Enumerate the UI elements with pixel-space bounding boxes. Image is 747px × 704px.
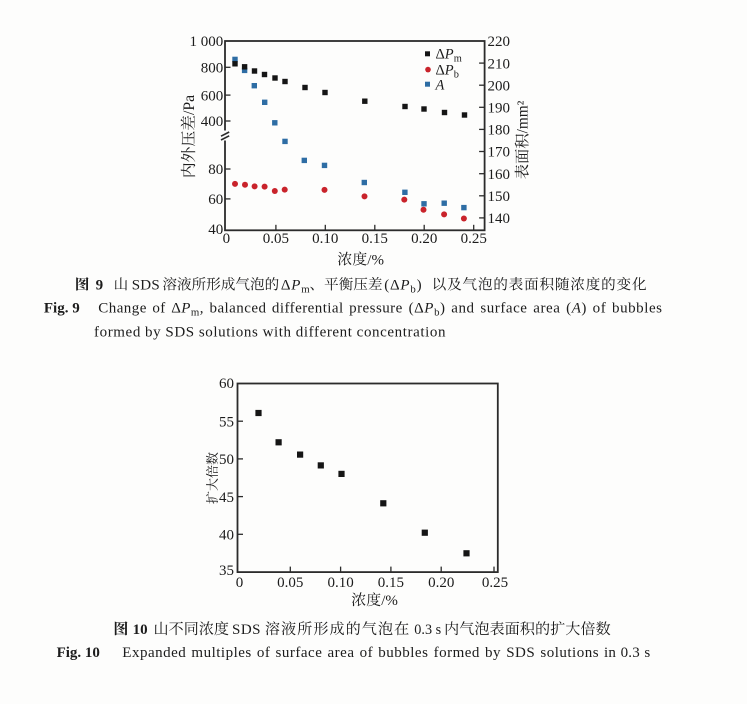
svg-text:/mm: /mm: [515, 105, 532, 133]
svg-text:600: 600: [201, 88, 224, 104]
svg-text:0.25: 0.25: [482, 575, 508, 591]
svg-text:45: 45: [219, 490, 234, 506]
svg-text:0.15: 0.15: [378, 575, 404, 591]
svg-text:180: 180: [488, 123, 511, 139]
svg-text:b: b: [434, 306, 440, 318]
svg-text:80: 80: [208, 162, 223, 178]
svg-text:SDS: SDS: [132, 277, 160, 293]
svg-text:55: 55: [219, 414, 234, 430]
svg-text:Fig. 9: Fig. 9: [44, 300, 80, 316]
svg-text:(: (: [384, 277, 390, 293]
svg-text:/Pa: /Pa: [181, 95, 198, 115]
svg-text:Expanded multiples of surface: Expanded multiples of surface area of bu…: [122, 645, 604, 661]
svg-text:0.20: 0.20: [411, 231, 437, 247]
svg-text:40: 40: [208, 222, 223, 238]
svg-text:0.05: 0.05: [263, 231, 289, 247]
svg-text:²: ²: [515, 100, 532, 105]
svg-text:170: 170: [488, 145, 511, 161]
svg-text:0.3 s: 0.3 s: [414, 622, 441, 638]
svg-text:0.05: 0.05: [277, 575, 303, 591]
svg-text:40: 40: [219, 528, 234, 544]
svg-text:/%: /%: [381, 593, 398, 609]
svg-text:) and surface area (: ) and surface area (: [440, 300, 572, 316]
svg-text:400: 400: [201, 114, 224, 130]
svg-text:Δ: Δ: [390, 277, 400, 293]
svg-text:in 0.3 s: in 0.3 s: [604, 645, 650, 661]
svg-text:b: b: [410, 283, 416, 295]
svg-text:10: 10: [133, 622, 148, 638]
svg-text:9: 9: [96, 277, 104, 293]
svg-text:Fig. 10: Fig. 10: [57, 645, 100, 661]
svg-text:Change of: Change of: [98, 300, 171, 316]
svg-text:60: 60: [208, 192, 223, 208]
svg-text:formed by SDS solutions with d: formed by SDS solutions with different c…: [94, 325, 446, 341]
svg-text:140: 140: [488, 211, 511, 227]
svg-text:P: P: [180, 300, 191, 316]
svg-text:m: m: [454, 54, 462, 65]
svg-text:Δ: Δ: [414, 300, 424, 316]
svg-text:0.25: 0.25: [461, 231, 487, 247]
svg-text:35: 35: [219, 563, 234, 579]
svg-text:(: (: [409, 300, 415, 316]
svg-text:A: A: [571, 300, 582, 316]
svg-text:Δ: Δ: [171, 300, 181, 316]
svg-text:A: A: [435, 77, 445, 93]
svg-text:Δ: Δ: [436, 62, 445, 78]
svg-text:Δ: Δ: [436, 47, 445, 63]
svg-text:0.20: 0.20: [428, 575, 454, 591]
svg-text:P: P: [444, 62, 454, 78]
svg-text:210: 210: [488, 56, 511, 72]
svg-text:SDS: SDS: [232, 622, 261, 638]
svg-text:800: 800: [201, 61, 224, 77]
svg-text:220: 220: [488, 34, 511, 50]
svg-text:m: m: [301, 283, 310, 295]
svg-text:Δ: Δ: [281, 277, 291, 293]
svg-text:) of bubbles: ) of bubbles: [581, 300, 662, 316]
svg-text:m: m: [191, 306, 200, 318]
svg-text:): ): [417, 277, 423, 293]
svg-text:50: 50: [219, 452, 234, 468]
svg-text:0.10: 0.10: [312, 231, 338, 247]
svg-text:P: P: [444, 47, 454, 63]
svg-text:0: 0: [223, 231, 231, 247]
svg-text:1 000: 1 000: [190, 34, 224, 50]
svg-text:b: b: [454, 69, 459, 80]
svg-text:0.10: 0.10: [327, 575, 353, 591]
svg-text:60: 60: [219, 376, 234, 392]
svg-text:/%: /%: [367, 252, 384, 268]
svg-text:, balanced differential pressu: , balanced differential pressure: [200, 300, 408, 316]
svg-text:P: P: [290, 277, 301, 293]
svg-text:190: 190: [488, 101, 511, 117]
svg-text:P: P: [399, 277, 410, 293]
svg-text:P: P: [423, 300, 434, 316]
svg-text:150: 150: [488, 189, 511, 205]
svg-text:160: 160: [488, 167, 511, 183]
svg-text:200: 200: [488, 78, 511, 94]
svg-text:0.15: 0.15: [362, 231, 388, 247]
svg-text:0: 0: [236, 575, 244, 591]
